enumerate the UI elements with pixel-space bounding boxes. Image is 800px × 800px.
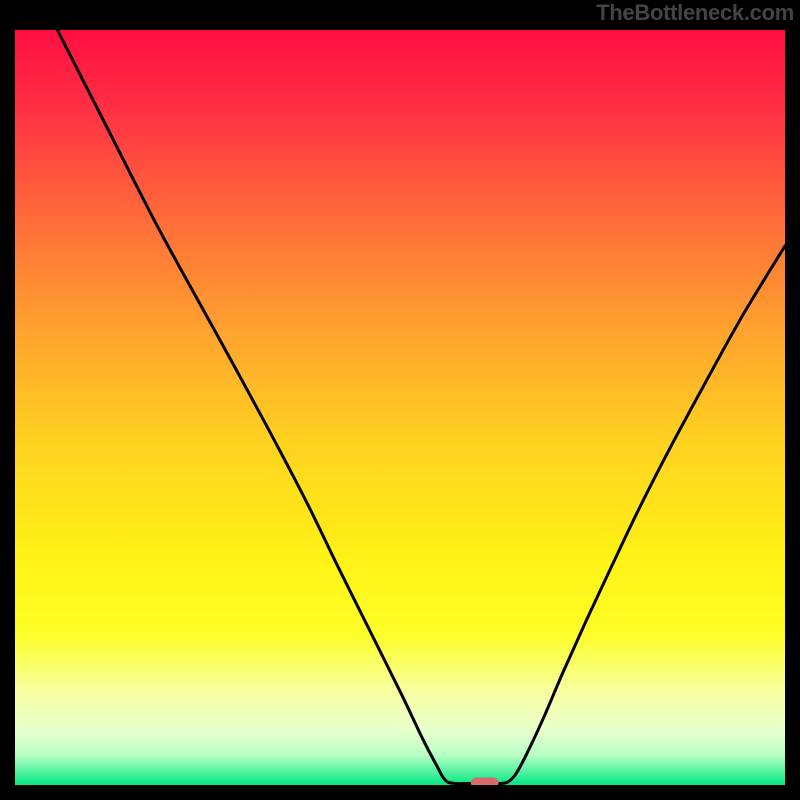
plot-area: [15, 30, 785, 785]
plot-svg: [15, 30, 785, 785]
chart-container: TheBottleneck.com: [0, 0, 800, 800]
watermark-text: TheBottleneck.com: [596, 0, 794, 26]
optimum-marker: [471, 777, 499, 785]
plot-background: [15, 30, 785, 785]
